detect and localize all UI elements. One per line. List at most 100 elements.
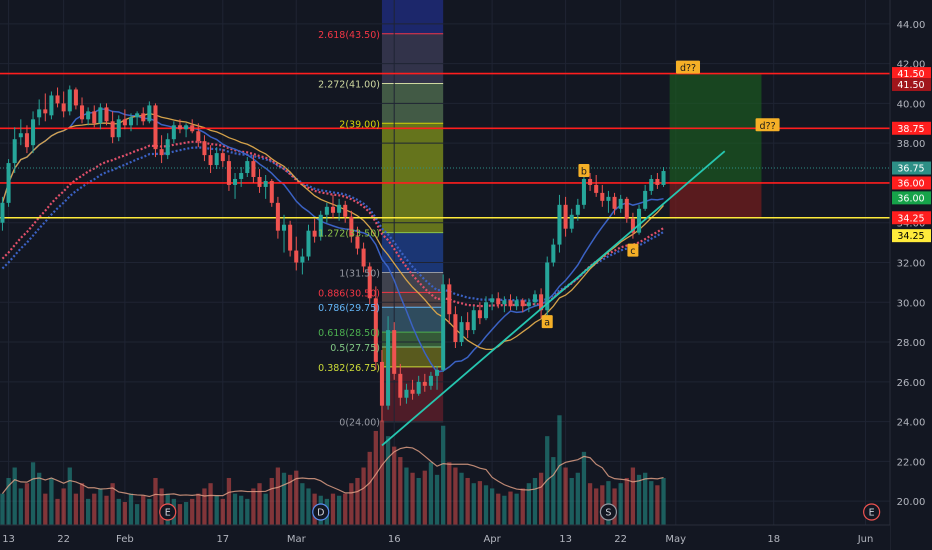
candle-body xyxy=(141,113,146,122)
price-axis-tag: 34.25 xyxy=(892,229,931,243)
volume-bar xyxy=(251,488,256,525)
volume-bar xyxy=(379,420,385,525)
position-loss-zone[interactable] xyxy=(669,182,762,218)
candle-body xyxy=(612,196,617,209)
volume-bar xyxy=(153,477,158,525)
pattern-label-a: a xyxy=(541,315,553,329)
volume-bar xyxy=(330,493,336,525)
event-marker-circle[interactable] xyxy=(599,503,618,521)
event-marker-circle[interactable] xyxy=(863,503,881,521)
candle-body xyxy=(581,178,586,205)
volume-bar xyxy=(557,415,562,525)
volume-bar xyxy=(30,462,36,525)
price-axis-tag-box xyxy=(892,176,931,190)
volume-bar xyxy=(441,425,446,525)
volume-bar xyxy=(538,472,544,525)
candle-body xyxy=(465,322,470,331)
volume-bar xyxy=(483,485,489,525)
candle-body xyxy=(104,107,109,122)
support-trend-line[interactable] xyxy=(381,150,726,447)
candle-body xyxy=(43,109,48,114)
volume-bar xyxy=(208,483,213,525)
candle-body xyxy=(24,133,29,148)
volume-bar xyxy=(563,467,568,525)
volume-bar xyxy=(447,462,452,525)
candle-body xyxy=(477,310,482,319)
event-marker-dividend[interactable]: D xyxy=(312,503,330,521)
fib-band xyxy=(381,292,444,308)
pattern-label-box xyxy=(755,118,780,132)
candlesticks xyxy=(0,85,666,422)
price-axis-tag-box xyxy=(892,211,931,225)
volume-bar xyxy=(569,477,574,525)
candle-body xyxy=(545,262,550,311)
event-marker-text: S xyxy=(605,508,611,519)
fib-level-label: 0.886(30.50) xyxy=(318,288,380,299)
volume-bar xyxy=(196,493,201,525)
price-tick-label: 24.00 xyxy=(897,418,926,429)
candle-body xyxy=(422,381,427,386)
volume-bar xyxy=(18,488,23,525)
fibonacci-labels: 2.618(43.50) 2.272(41.00) 2(39.00) 1.272(33… xyxy=(318,30,380,429)
volume-bar xyxy=(434,474,440,525)
candle-body xyxy=(392,330,397,374)
candle-body xyxy=(502,300,507,305)
trend-line[interactable] xyxy=(381,150,726,447)
long-position-tool[interactable] xyxy=(669,73,762,218)
candle-body xyxy=(447,284,452,315)
volume-bar xyxy=(73,493,79,525)
volume-bar xyxy=(98,488,103,525)
volume-bar xyxy=(392,446,397,525)
price-tick-label: 30.00 xyxy=(897,298,926,309)
volume-bar xyxy=(55,498,60,525)
volume-bar xyxy=(471,483,476,525)
candle-body xyxy=(214,153,219,166)
candle-body xyxy=(649,178,654,191)
ema-red-line xyxy=(1,140,665,308)
candle-body xyxy=(355,236,360,249)
volume-bar xyxy=(428,462,434,525)
candle-body xyxy=(98,107,103,124)
event-marker-earnings[interactable]: E xyxy=(159,503,177,521)
volume-bar xyxy=(24,483,30,525)
fib-band xyxy=(381,123,444,233)
time-tick-label: May xyxy=(665,534,686,545)
horizontal-levels[interactable] xyxy=(0,72,890,219)
time-axis[interactable]: 13 22 Feb 17 Mar 16 Apr 13 22 May 18 Jun xyxy=(0,524,890,550)
event-marker-earnings[interactable]: E xyxy=(863,503,881,521)
volume-bar xyxy=(232,493,238,525)
candle-body xyxy=(116,119,121,138)
volume-bar xyxy=(343,493,348,525)
candle-body xyxy=(453,314,458,343)
time-tick-label: 13 xyxy=(559,534,572,545)
candle-body xyxy=(153,105,158,150)
candle-body xyxy=(520,300,525,307)
fib-level-label: 2.618(43.50) xyxy=(318,30,380,41)
time-tick-label: Mar xyxy=(287,534,307,545)
price-tick-label: 28.00 xyxy=(897,338,926,349)
event-marker-circle[interactable] xyxy=(312,503,330,521)
candle-body xyxy=(532,294,537,303)
volume-bar xyxy=(594,488,599,525)
pattern-label-d: d?? xyxy=(676,60,701,74)
volume-bar xyxy=(508,491,513,525)
event-marker-split[interactable]: S xyxy=(599,503,618,521)
fibonacci-extension[interactable] xyxy=(381,0,444,423)
price-axis-tag-text: 36.00 xyxy=(897,193,924,204)
volume-bar xyxy=(465,477,470,525)
volume-bar xyxy=(110,483,115,525)
event-marker-circle[interactable] xyxy=(159,503,177,521)
candle-body xyxy=(386,330,391,406)
volume-bar xyxy=(655,485,660,525)
fib-level-label: 0.618(28.50) xyxy=(318,328,380,339)
price-tick-label: 22.00 xyxy=(897,457,926,468)
volume-bar xyxy=(49,477,54,525)
volume-bar xyxy=(37,472,42,525)
volume-bar xyxy=(287,474,293,525)
candle-body xyxy=(312,230,317,237)
candle-body xyxy=(61,103,66,112)
event-marker-text: D xyxy=(317,508,324,519)
